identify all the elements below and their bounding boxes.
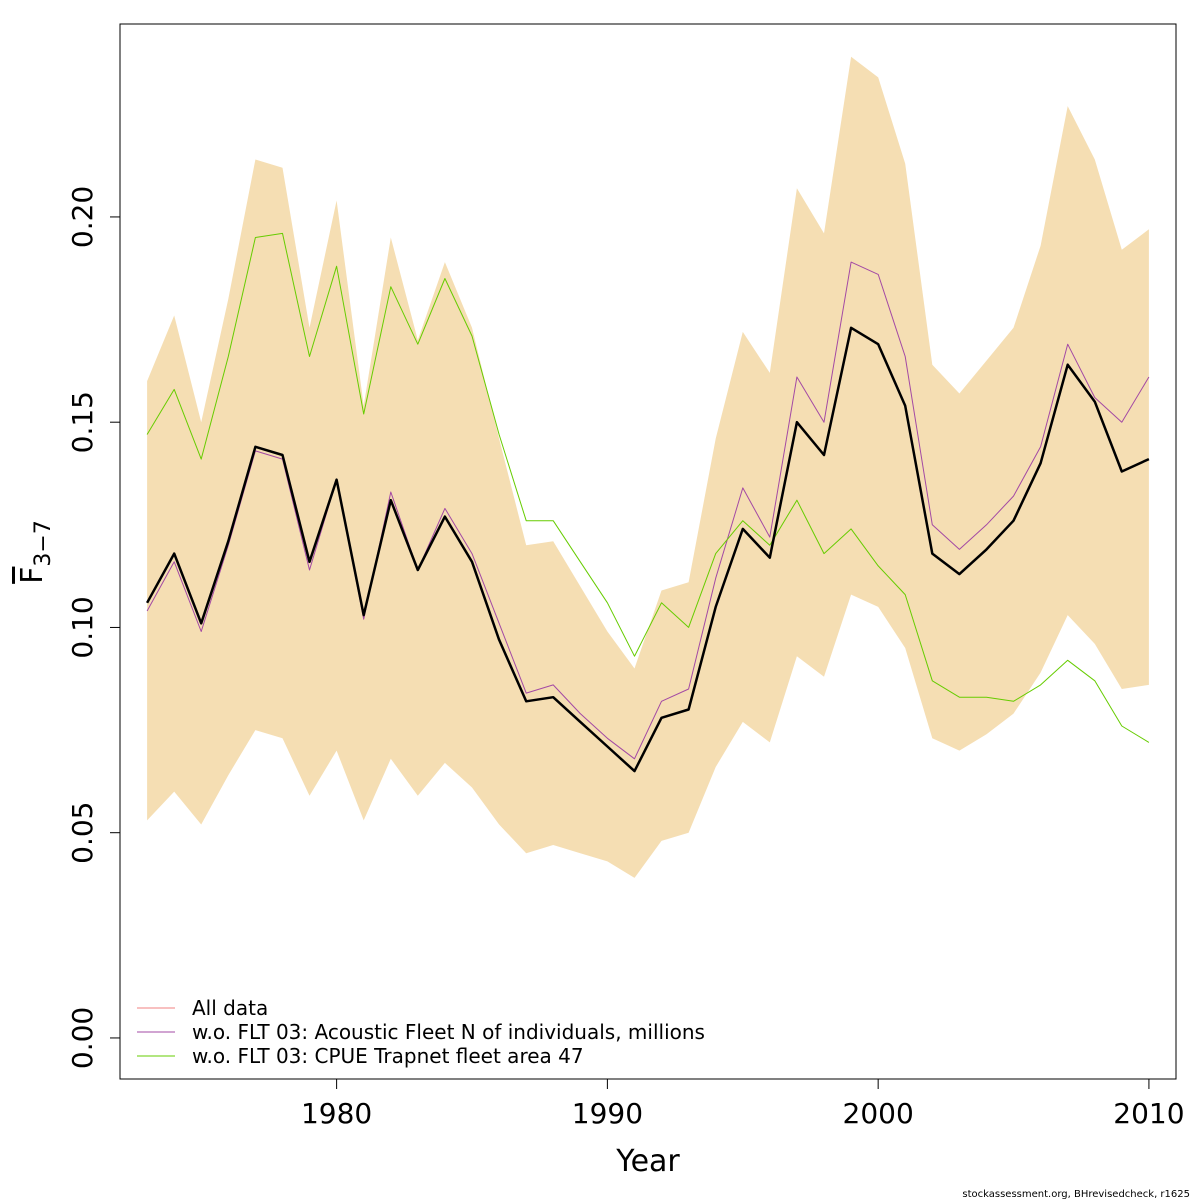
- y-tick-label-4: 0.20: [66, 186, 99, 248]
- y-tick-label-2: 0.10: [66, 596, 99, 658]
- credit-text: stockassessment.org, BHrevisedcheck, r16…: [962, 1189, 1190, 1200]
- x-tick-label-2000: 2000: [843, 1097, 914, 1130]
- y-axis-title-subscript: 3−7: [31, 520, 56, 566]
- series-line-1: [146, 261, 1150, 760]
- legend-label-2: w.o. FLT 03: CPUE Trapnet fleet area 47: [192, 1044, 584, 1068]
- series-line-0: [146, 326, 1150, 773]
- y-tick-label-3: 0.15: [66, 391, 99, 453]
- y-axis: 0.00 0.05 0.10 0.15 0.20: [66, 186, 121, 1069]
- x-tick-label-1990: 1990: [572, 1097, 643, 1130]
- series-line-2: [146, 232, 1150, 743]
- y-axis-title-main: F: [15, 567, 50, 584]
- legend-label-0: All data: [192, 996, 268, 1020]
- x-axis-title: Year: [615, 1144, 680, 1179]
- x-tick-label-2010: 2010: [1113, 1097, 1184, 1130]
- y-axis-title: F3−7: [15, 520, 56, 584]
- x-axis: 1980 1990 2000 2010: [301, 1078, 1185, 1130]
- y-tick-label-1: 0.05: [66, 802, 99, 864]
- x-tick-label-1980: 1980: [301, 1097, 372, 1130]
- confidence-band: [147, 56, 1149, 878]
- series-layer: [146, 232, 1150, 773]
- y-tick-label-0: 0.00: [66, 1007, 99, 1069]
- confidence-band-layer: [147, 56, 1149, 878]
- legend-label-1: w.o. FLT 03: Acoustic Fleet N of individ…: [192, 1020, 705, 1044]
- svg-text:F3−7: F3−7: [15, 520, 56, 584]
